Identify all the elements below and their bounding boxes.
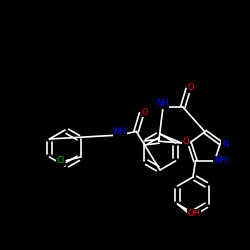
Text: OH: OH — [187, 209, 200, 218]
Text: NH: NH — [114, 128, 126, 136]
Text: O: O — [141, 108, 148, 117]
Text: N: N — [222, 140, 228, 149]
Text: O: O — [183, 136, 190, 145]
Text: NH: NH — [156, 100, 169, 108]
Text: NH: NH — [214, 156, 226, 165]
Text: Cl: Cl — [56, 156, 65, 165]
Text: O: O — [188, 83, 194, 92]
